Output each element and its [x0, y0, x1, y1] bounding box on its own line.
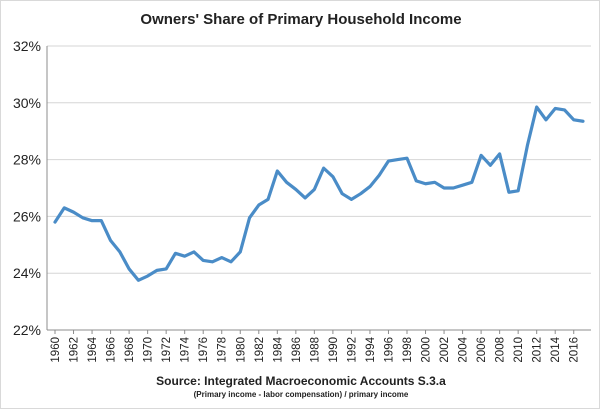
x-tick-label: 2000	[421, 337, 433, 363]
y-tick-labels: 22% 24% 26% 28% 30% 32%	[13, 38, 41, 338]
x-tick-label: 1972	[161, 337, 173, 363]
x-tick-label: 1998	[402, 337, 414, 363]
x-tick-label: 1990	[328, 337, 340, 363]
x-tick-label: 1982	[254, 337, 266, 363]
x-tick-label: 1964	[87, 336, 99, 362]
series-layer	[55, 107, 583, 280]
x-tick-label: 1992	[346, 337, 358, 363]
x-tick-label: 1994	[365, 336, 377, 362]
series-line	[55, 107, 583, 280]
x-tick-label: 1984	[272, 336, 284, 362]
x-tick-label: 1968	[124, 337, 136, 363]
x-tick-label: 2016	[569, 337, 581, 363]
x-tick-label: 1962	[69, 337, 81, 363]
x-tick-label: 2012	[532, 337, 544, 363]
x-tick-label: 1960	[50, 337, 62, 363]
x-tick-label: 1970	[143, 337, 155, 363]
formula-note: (Primary income - labor compensation) / …	[1, 390, 600, 399]
x-tick-label: 2010	[513, 337, 525, 363]
x-tick-label: 1986	[291, 337, 303, 363]
y-tick-label: 28%	[13, 152, 41, 168]
x-tick-label: 1974	[180, 336, 192, 362]
y-tick-label: 22%	[13, 322, 41, 338]
y-tick-label: 24%	[13, 265, 41, 281]
x-tick-label: 2004	[458, 336, 470, 362]
x-tick-label: 2006	[476, 337, 488, 363]
x-tick-labels: 1960 1962 1964 1966 1968 1970 1972 1974 1976 1978…	[50, 336, 581, 362]
y-tick-label: 30%	[13, 95, 41, 111]
x-tick-label: 1966	[106, 337, 118, 363]
x-tick-label: 1980	[235, 337, 247, 363]
x-tick-label: 2008	[495, 337, 507, 363]
x-tick-label: 1988	[309, 337, 321, 363]
source-text: Source: Integrated Macroeconomic Account…	[1, 374, 600, 388]
x-tick-label: 1976	[198, 337, 210, 363]
y-tick-label: 26%	[13, 208, 41, 224]
x-tick-label: 2014	[550, 336, 562, 362]
x-tick-label: 1996	[383, 337, 395, 363]
x-tick-label: 1978	[217, 337, 229, 363]
x-tick-label: 2002	[439, 337, 451, 363]
y-tick-label: 32%	[13, 38, 41, 54]
